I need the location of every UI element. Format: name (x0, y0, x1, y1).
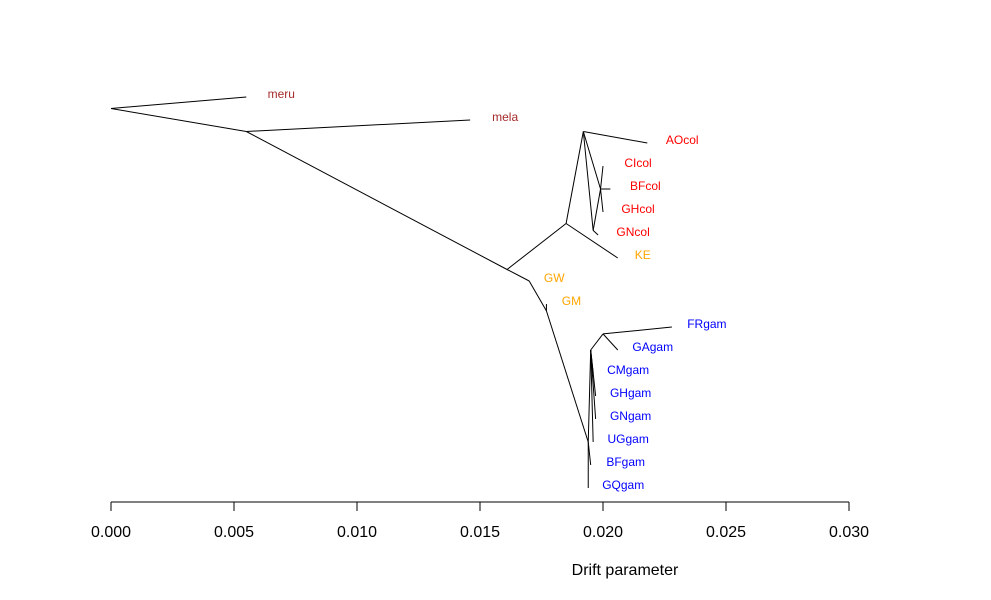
x-tick-label: 0.015 (460, 524, 500, 541)
leaf-label-gw: GW (544, 271, 565, 285)
tree-edge-n7-n8 (528, 280, 547, 312)
tree-edge-root-n1 (110, 108, 247, 132)
tree-edge-n10-FRgam (602, 326, 672, 335)
tree-edge-n4-n5 (582, 131, 594, 231)
x-tick-label: 0.025 (706, 524, 746, 541)
x-tick-label: 0.030 (829, 524, 869, 541)
leaf-label-gagam: GAgam (632, 340, 673, 354)
x-tick-label: 0.000 (91, 524, 131, 541)
leaf-label-cmgam: CMgam (607, 363, 649, 377)
leaf-label-gm: GM (562, 294, 581, 308)
tree-edges (110, 96, 672, 488)
tree-edge-n2-n3 (506, 223, 567, 270)
tree-edge-n6-CIcol (600, 165, 604, 190)
tree-edge-n3-KE (565, 223, 619, 259)
tree-edge-n6-GHcol (600, 188, 604, 213)
leaf-label-bfcol: BFcol (630, 179, 661, 193)
x-axis-title: Drift parameter (572, 562, 679, 579)
leaf-label-aocol: AOcol (666, 133, 699, 147)
leaf-label-bfgam: BFgam (606, 455, 645, 469)
leaf-label-cicol: CIcol (624, 156, 651, 170)
leaf-label-meru: meru (268, 87, 295, 101)
tree-edge-n9-n11 (587, 349, 592, 443)
leaf-label-ghgam: GHgam (610, 386, 651, 400)
tree-edge-root-meru (110, 96, 247, 109)
tree-edge-n9-BFgam (587, 441, 592, 466)
x-tick-label: 0.020 (583, 524, 623, 541)
leaf-label-mela: mela (492, 110, 518, 124)
leaf-label-frgam: FRgam (687, 317, 726, 331)
leaf-label-gncol: GNcol (616, 225, 649, 239)
tree-edge-n8-n9 (545, 310, 589, 443)
leaf-label-ke: KE (635, 248, 651, 262)
tree-edge-n3-n4 (565, 131, 584, 224)
tree-edge-n1-n2 (246, 131, 508, 270)
leaf-label-uggam: UGgam (607, 432, 648, 446)
leaf-labels: meru mela AOcol CIcol BFcol GHcol GNcol KE GW GM F… (268, 87, 727, 492)
x-tick-label: 0.005 (214, 524, 254, 541)
x-axis: 0.000 0.005 0.010 0.015 0.020 0.025 0.030 (91, 501, 869, 541)
tree-edge-n11-GNgam (590, 349, 597, 420)
leaf-label-gngam: GNgam (610, 409, 651, 423)
tree-edge-n4-n6 (582, 131, 602, 190)
x-tick-label: 0.010 (337, 524, 377, 541)
tree-edge-n4-AOcol (583, 131, 648, 144)
tree-edge-n11-UGgam (590, 349, 594, 443)
tree-edge-n5-GNcol (592, 230, 599, 236)
tree-edge-n2-n7 (506, 269, 530, 282)
tree-edge-n10-GAgam (602, 333, 619, 351)
leaf-label-ghcol: GHcol (621, 202, 654, 216)
tree-edge-n5-n6 (592, 188, 602, 231)
tree-edge-n11-n10 (590, 333, 604, 351)
leaf-label-gqgam: GQgam (602, 478, 644, 492)
tree-edge-n1-mela (246, 119, 471, 132)
